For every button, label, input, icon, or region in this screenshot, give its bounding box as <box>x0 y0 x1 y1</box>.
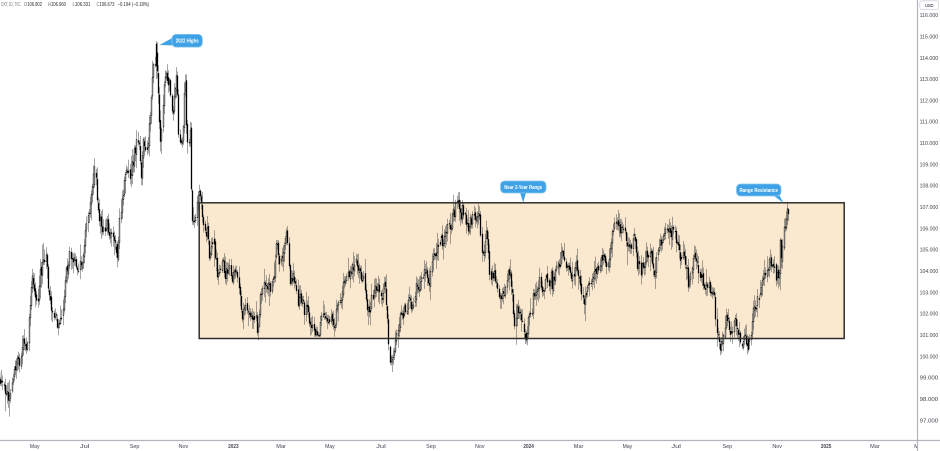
svg-text:2025: 2025 <box>821 444 832 450</box>
svg-text:Near 2-Year Range: Near 2-Year Range <box>504 185 542 191</box>
svg-text:O106.902: O106.902 <box>24 2 42 8</box>
svg-text:May: May <box>914 444 924 450</box>
svg-text:113.000: 113.000 <box>920 77 939 83</box>
svg-text:98.000: 98.000 <box>920 397 939 403</box>
svg-text:Range Resistance: Range Resistance <box>739 188 778 194</box>
svg-text:−0.194 (−0.18%): −0.194 (−0.18%) <box>118 2 150 8</box>
svg-text:USD: USD <box>925 3 934 9</box>
svg-text:112.000: 112.000 <box>920 98 939 104</box>
svg-text:H106.960: H106.960 <box>48 2 66 8</box>
svg-text:Sep: Sep <box>130 444 140 450</box>
svg-text:2023: 2023 <box>228 444 239 450</box>
svg-text:99.000: 99.000 <box>920 376 939 382</box>
svg-text:100.000: 100.000 <box>920 354 939 360</box>
svg-text:Mar: Mar <box>870 444 880 450</box>
svg-text:Nov: Nov <box>772 444 782 450</box>
svg-text:105.000: 105.000 <box>920 248 939 254</box>
svg-text:2024: 2024 <box>523 444 534 450</box>
svg-text:109.000: 109.000 <box>920 162 939 168</box>
svg-text:Jul: Jul <box>671 444 681 450</box>
svg-text:108.000: 108.000 <box>920 184 939 190</box>
svg-text:101.000: 101.000 <box>920 333 939 339</box>
svg-text:107.000: 107.000 <box>920 205 939 211</box>
svg-text:May: May <box>325 444 335 450</box>
svg-text:Jul: Jul <box>376 444 386 450</box>
svg-text:C106.673: C106.673 <box>97 2 115 8</box>
svg-text:Sep: Sep <box>723 444 733 450</box>
svg-text:102.000: 102.000 <box>920 312 939 318</box>
svg-text:May: May <box>30 444 40 450</box>
svg-text:2022 Highs: 2022 Highs <box>176 39 199 45</box>
svg-text:97.000: 97.000 <box>920 418 939 424</box>
svg-text:106.000: 106.000 <box>920 226 939 232</box>
svg-text:Jul: Jul <box>80 444 90 450</box>
svg-text:Mar: Mar <box>276 444 286 450</box>
svg-text:L106.331: L106.331 <box>73 2 91 8</box>
svg-text:May: May <box>623 444 633 450</box>
svg-text:111.000: 111.000 <box>920 120 939 126</box>
svg-text:116.000: 116.000 <box>920 13 939 19</box>
svg-text:110.000: 110.000 <box>920 141 939 147</box>
svg-text:Sep: Sep <box>426 444 436 450</box>
svg-text:114.000: 114.000 <box>920 56 939 62</box>
svg-text:Nov: Nov <box>475 444 485 450</box>
svg-text:104.000: 104.000 <box>920 269 939 275</box>
svg-text:Nov: Nov <box>179 444 189 450</box>
svg-text:DXY, 1D, TVC: DXY, 1D, TVC <box>1 2 20 8</box>
svg-text:Mar: Mar <box>574 444 584 450</box>
svg-text:103.000: 103.000 <box>920 290 939 296</box>
svg-text:115.000: 115.000 <box>920 34 939 40</box>
